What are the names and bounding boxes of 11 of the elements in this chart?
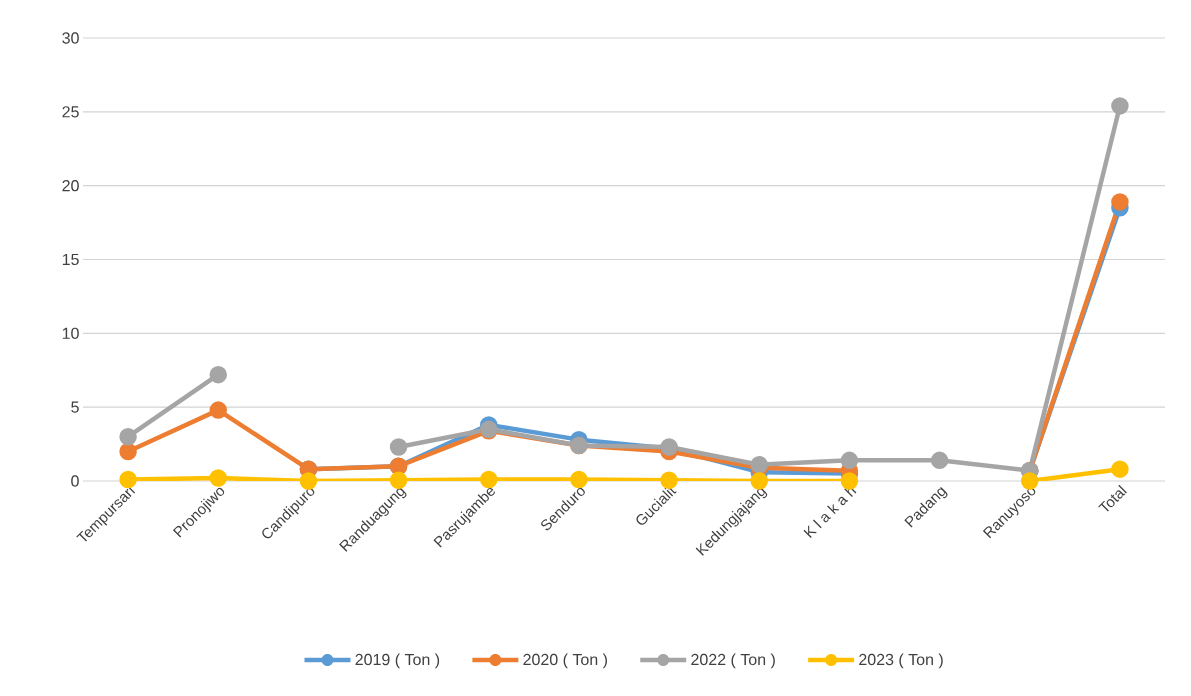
- legend-label: 2022 ( Ton ): [691, 653, 775, 669]
- y-tick-label: 5: [71, 401, 79, 413]
- y-tick-label: 20: [62, 180, 79, 192]
- y-tick-label: 10: [62, 327, 79, 339]
- legend-label: 2020 ( Ton ): [523, 653, 607, 669]
- y-tick-label: 30: [62, 32, 79, 44]
- legend-label: 2023 ( Ton ): [859, 653, 943, 669]
- legend-label: 2019 ( Ton ): [355, 653, 440, 669]
- y-tick-label: 15: [62, 253, 79, 266]
- y-tick-label: 25: [62, 106, 79, 118]
- y-tick-label: 0: [71, 475, 79, 487]
